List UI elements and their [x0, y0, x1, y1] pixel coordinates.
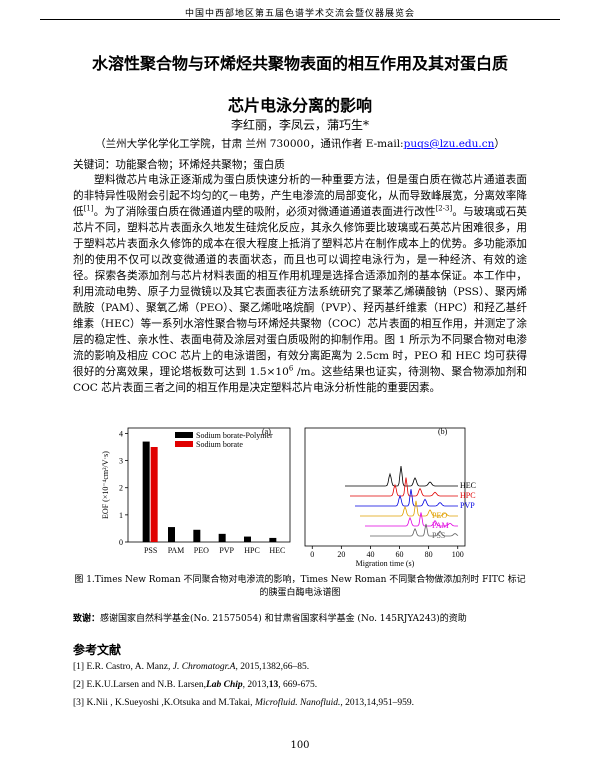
- bar: [142, 441, 150, 542]
- references-heading: 参考文献: [73, 643, 122, 657]
- trace: [370, 523, 459, 537]
- x-tick-label: 20: [337, 550, 345, 559]
- superscript: 6: [288, 364, 294, 373]
- y-tick-label: 2: [119, 484, 123, 493]
- ref-journal: J. Chromatogr.A: [172, 662, 236, 672]
- panel-label: (b): [438, 427, 448, 436]
- trace: [360, 500, 458, 517]
- funding: 致谢：感谢国家自然科学基金(No. 21575054) 和甘肃省国家科学基金 (…: [73, 611, 467, 624]
- header-rule: [40, 19, 560, 20]
- x-tick-label: PAM: [168, 546, 185, 555]
- x-axis-label: Migration time (s): [356, 559, 415, 568]
- figure-caption: 图 1.Times New Roman 不同聚合物对电渗流的影响，Times N…: [74, 575, 526, 598]
- x-tick-label: 80: [425, 550, 433, 559]
- x-tick-label: PSS: [144, 546, 157, 555]
- trace-label: PEO: [432, 511, 447, 520]
- trace: [355, 489, 458, 507]
- reference: [1] E.R. Castro, A. Manz, J. Chromatogr.…: [73, 662, 309, 672]
- affiliation-text: ）: [494, 138, 505, 150]
- text: 。为了消除蛋白质在微通道内壁的吸附，必须对微通道通道表面进行改性: [93, 206, 436, 218]
- trace-label: PAM: [432, 521, 449, 530]
- bar: [193, 529, 201, 542]
- x-tick-label: HPC: [244, 546, 260, 555]
- reference: [2] E.K.U.Larsen and N.B. Larsen,Lab Chi…: [73, 680, 317, 690]
- funding-label: 致谢：: [73, 614, 101, 624]
- x-tick-label: 40: [366, 550, 374, 559]
- running-header: 中国中西部地区第五届色谱学术交流会暨仪器展览会: [184, 9, 415, 19]
- ref-text: [2] E.K.U.Larsen and N.B. Larsen,: [73, 680, 206, 690]
- reference: [3] K.Nii , K.Sueyoshi ,K.Otsuka and M.T…: [73, 698, 414, 708]
- trace-label: PSS: [432, 531, 445, 540]
- trace: [345, 465, 458, 487]
- affiliation-text: （兰州大学化学化工学院，甘肃 兰州 730000，通讯作者 E-mail:: [95, 138, 404, 150]
- panel-label: (a): [262, 427, 271, 436]
- ref-text: , 2013,14,951–959.: [340, 698, 414, 708]
- affiliation: （兰州大学化学化工学院，甘肃 兰州 730000，通讯作者 E-mail:puq…: [0, 136, 600, 151]
- body-paragraph: 塑料微芯片电泳正逐渐成为蛋白质快速分析的一种重要方法，但是蛋白质在微芯片通道表面…: [73, 172, 527, 396]
- funding-text: 感谢国家自然科学基金(No. 21575054) 和甘肃省国家科学基金 (No.…: [100, 614, 467, 624]
- email-link[interactable]: puqs@lzu.edu.cn: [403, 138, 495, 150]
- ref-text: , 2015,1382,66–85.: [235, 662, 310, 672]
- ref-text: , 2013,: [242, 680, 269, 690]
- ref-text: , 669-675.: [278, 680, 318, 690]
- y-tick-label: 4: [119, 429, 123, 438]
- bar: [269, 537, 277, 542]
- legend-swatch: [175, 432, 193, 438]
- x-tick-label: HEC: [269, 546, 285, 555]
- text: 塑料微芯片电泳正逐渐成为蛋白质快速分析的一种重要方法，但是蛋白质在微芯片通道表面…: [73, 174, 527, 218]
- bar: [244, 536, 251, 542]
- citation: [2-3]: [435, 204, 453, 213]
- bar: [150, 447, 158, 542]
- plot-frame: [127, 427, 291, 543]
- title-line: 芯片电泳分离的影响: [227, 96, 372, 115]
- y-axis-label: EOF (×10⁻⁴cm²/V·s): [101, 451, 110, 519]
- keywords: 关键词：功能聚合物；环烯烃共聚物；蛋白质: [73, 159, 285, 171]
- legend-label: Sodium borate-Polymer: [196, 431, 273, 440]
- text: /m。这些结果也证实，待测物、聚合物添加剂和 COC 芯片表面三者之间的相互作用…: [73, 366, 527, 394]
- trace: [365, 512, 458, 527]
- x-tick-label: PEO: [194, 546, 209, 555]
- ref-volume: 13: [268, 680, 279, 690]
- ref-journal: Microfluid. Nanofluid.: [254, 698, 341, 708]
- page-number: 100: [290, 740, 310, 751]
- bar: [218, 533, 226, 542]
- plot-frame: [304, 427, 466, 547]
- bar: [168, 527, 175, 542]
- x-tick-label: 60: [396, 550, 404, 559]
- y-tick-label: 0: [119, 538, 123, 547]
- ref-text: [3] K.Nii , K.Sueyoshi ,K.Otsuka and M.T…: [73, 698, 255, 708]
- legend-swatch: [175, 441, 193, 447]
- ref-text: [1] E.R. Castro, A. Manz,: [73, 662, 173, 672]
- trace-label: HPC: [460, 491, 476, 500]
- y-tick-label: 3: [119, 457, 123, 466]
- x-tick-label: 100: [452, 550, 464, 559]
- authors: 李红丽，李凤云，蒲巧生*: [230, 118, 369, 132]
- citation: [1]: [83, 204, 94, 213]
- y-tick-label: 1: [119, 511, 123, 520]
- trace-label: PVP: [460, 501, 475, 510]
- x-tick-label: PVP: [219, 546, 234, 555]
- trace-label: HEC: [460, 481, 476, 490]
- legend-label: Sodium borate: [196, 440, 243, 449]
- text: 。与玻璃或石英芯片不同，塑料芯片表面永久地发生硅烷化反应，其永久修饰要比玻璃或石…: [73, 206, 528, 378]
- title-line: 水溶性聚合物与环烯烃共聚物表面的相互作用及其对蛋白质: [91, 54, 508, 73]
- trace: [350, 477, 458, 497]
- x-tick-label: 0: [310, 550, 314, 559]
- ref-journal: Lab Chip: [205, 680, 243, 690]
